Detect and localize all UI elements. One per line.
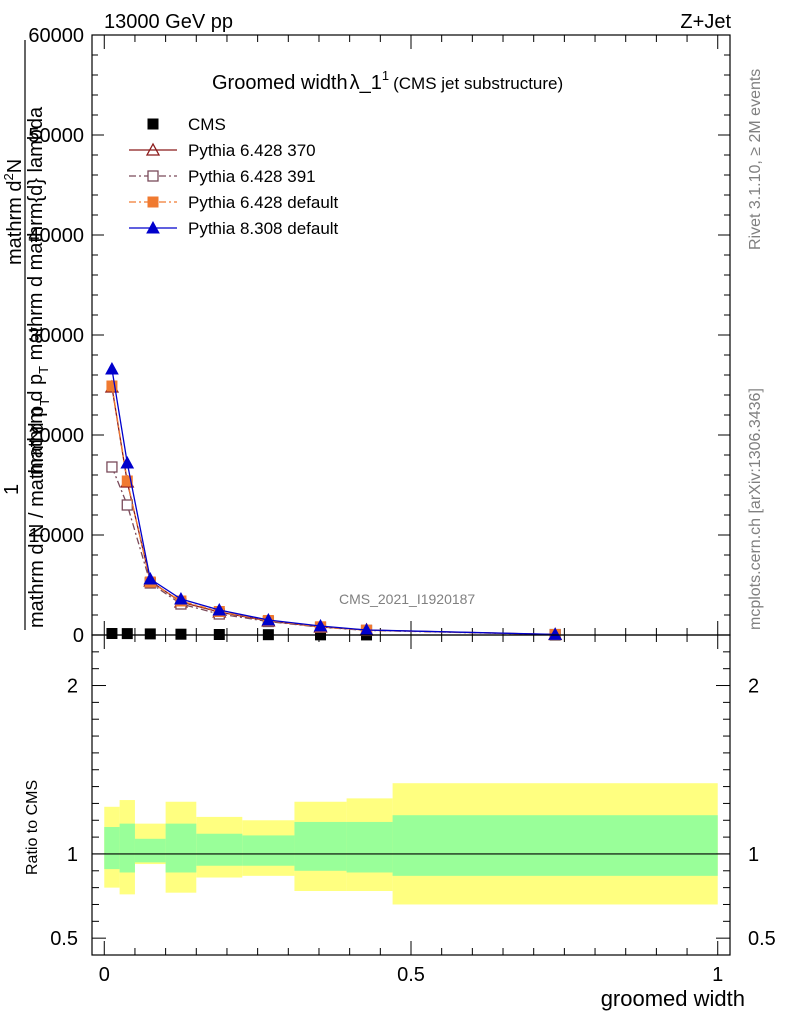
- ratio-y-tick-label: 1: [67, 844, 78, 866]
- series-3: [106, 380, 561, 640]
- main-y-tick-label: 30000: [28, 325, 84, 347]
- ratio-band-inner: [165, 823, 197, 873]
- data-point: [143, 571, 158, 585]
- ratio-band-inner: [346, 821, 393, 873]
- data-point: [120, 455, 135, 469]
- data-point: [121, 499, 133, 511]
- ratio-band-inner: [294, 821, 347, 871]
- chart-title-sup: 1: [382, 68, 389, 83]
- series-1: [104, 379, 563, 641]
- ratio-band-inner: [134, 838, 166, 863]
- ratio-y-tick-label: 0.5: [50, 928, 78, 950]
- main-y-tick-label: 40000: [28, 225, 84, 247]
- legend-label: Pythia 6.428 370: [188, 141, 316, 160]
- data-point: [106, 380, 118, 392]
- legend-marker: [147, 170, 159, 182]
- legend-marker: [147, 118, 159, 130]
- main-x-ticks: [103, 35, 719, 635]
- main-y-ticks: 0 10000 20000 30000 40000 50000 60000: [28, 25, 730, 647]
- data-point: [106, 628, 118, 639]
- analysis-watermark: CMS_2021_I1920187: [339, 591, 475, 607]
- legend-marker: [145, 142, 161, 156]
- ylabel-denominator: mathrm d pT mathrm d mathrm{d} lambda: [25, 106, 51, 475]
- legend-label: Pythia 6.428 391: [188, 167, 316, 186]
- x-tick-label: 0: [99, 964, 110, 986]
- data-point: [121, 628, 133, 640]
- ratio-y-tick-label: 2: [67, 676, 78, 698]
- main-y-tick-label: 0: [73, 625, 84, 647]
- chart-title-sub: (CMS jet substructure): [393, 74, 563, 93]
- main-y-tick-label: 10000: [28, 525, 84, 547]
- ratio-band-inner: [196, 833, 243, 866]
- main-y-tick-label: 20000: [28, 425, 84, 447]
- legend-label: Pythia 6.428 default: [188, 193, 339, 212]
- x-axis-label: groomed width: [601, 986, 745, 1011]
- legend: CMS Pythia 6.428 370 Pythia 6.428 391 Pythi…: [129, 115, 339, 238]
- chart-title-main: Groomed width: [212, 72, 348, 94]
- data-point: [121, 475, 133, 487]
- ratio-y-tick-label-right: 0.5: [748, 928, 776, 950]
- main-y-axis-label: mathrm d2N mathrm d pT mathrm d mathrm{d…: [1, 40, 52, 630]
- ratio-band-inner: [104, 827, 120, 870]
- data-point: [212, 602, 227, 616]
- data-point: [144, 628, 156, 640]
- ratio-band-inner: [392, 815, 718, 876]
- ylabel-prefix: 1: [1, 484, 23, 495]
- data-point: [313, 618, 328, 632]
- chart-title-symbol: λ_1: [350, 72, 382, 94]
- ratio-x-ticks: 0 0.5 1: [99, 635, 723, 986]
- chart-title: Groomed width λ_11 (CMS jet substructure): [212, 68, 563, 94]
- main-y-tick-label: 50000: [28, 125, 84, 147]
- data-point: [106, 461, 118, 473]
- mcplots-label: mcplots.cern.ch [arXiv:1306.3436]: [747, 388, 764, 630]
- data-point: [175, 628, 187, 640]
- ylabel-numerator: mathrm d2N: [1, 159, 26, 265]
- legend-label: Pythia 8.308 default: [188, 219, 339, 238]
- main-y-tick-label: 60000: [28, 25, 84, 47]
- ratio-band-inner: [242, 835, 295, 866]
- legend-label: CMS: [188, 115, 226, 134]
- ratio-y-ticks: 0.5 0.5 1 1 2 2: [50, 651, 776, 950]
- data-point: [174, 591, 188, 605]
- legend-marker: [147, 196, 159, 208]
- main-panel: 0 10000 20000 30000 40000 50000 60000 Groomed …: [1, 25, 731, 647]
- series-2: [106, 461, 561, 641]
- ratio-y-tick-label-right: 1: [748, 844, 759, 866]
- ylabel-prefix-frac: mathrm d N / mathrm d pT: [26, 398, 52, 628]
- ratio-y-tick-label-right: 2: [748, 676, 759, 698]
- x-tick-label: 0.5: [397, 964, 425, 986]
- legend-item: Pythia 8.308 default: [129, 219, 339, 238]
- data-point: [261, 612, 276, 626]
- data-point: [105, 361, 119, 375]
- legend-item: Pythia 6.428 default: [129, 193, 339, 212]
- rivet-label: Rivet 3.1.10, ≥ 2M events: [747, 69, 764, 250]
- series-4: [105, 361, 563, 640]
- x-tick-label: 1: [712, 964, 723, 986]
- ratio-bands: [104, 783, 718, 905]
- ratio-band-inner: [119, 823, 135, 873]
- legend-item: CMS: [147, 115, 226, 134]
- legend-item: Pythia 6.428 370: [129, 141, 316, 160]
- header-left-label: 13000 GeV pp: [104, 11, 233, 33]
- ratio-panel: 0.5 0.51 12 2 0 0.5 1 Ratio to CMS groomed wi…: [24, 634, 776, 1011]
- legend-marker: [146, 220, 160, 234]
- ratio-y-axis-label: Ratio to CMS: [24, 780, 41, 875]
- legend-item: Pythia 6.428 391: [129, 167, 316, 186]
- data-point: [548, 627, 563, 640]
- series-0: [106, 628, 561, 641]
- main-series: [104, 361, 563, 641]
- series-line: [111, 368, 556, 636]
- header-right-label: Z+Jet: [680, 11, 731, 33]
